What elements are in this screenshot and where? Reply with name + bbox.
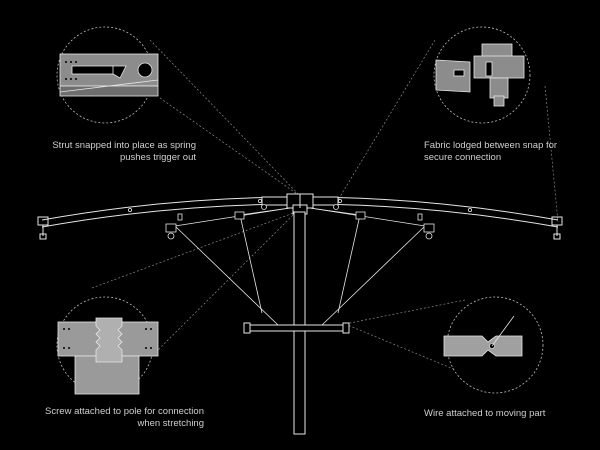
- detail-wire-attachment: [443, 296, 544, 394]
- caption-wire: Wire attached to moving part: [424, 408, 546, 419]
- tip-fitting-right: [551, 216, 563, 240]
- pole: [293, 211, 306, 435]
- central-hub: [261, 193, 339, 215]
- detail-strut-snap: [56, 26, 159, 124]
- detail-fabric-snap: [433, 26, 531, 124]
- detail-screw: [56, 296, 159, 395]
- tip-fitting-left: [37, 216, 49, 240]
- crossbar: [243, 322, 350, 334]
- caption-screw: Screw attached to pole for connection wh…: [45, 406, 204, 429]
- caption-fabric-snap: Fabric lodged between snap for secure co…: [424, 140, 558, 163]
- strut-joints: [165, 204, 435, 240]
- struts: [174, 207, 426, 326]
- caption-strut-snap: Strut snapped into place as spring pushe…: [52, 140, 196, 163]
